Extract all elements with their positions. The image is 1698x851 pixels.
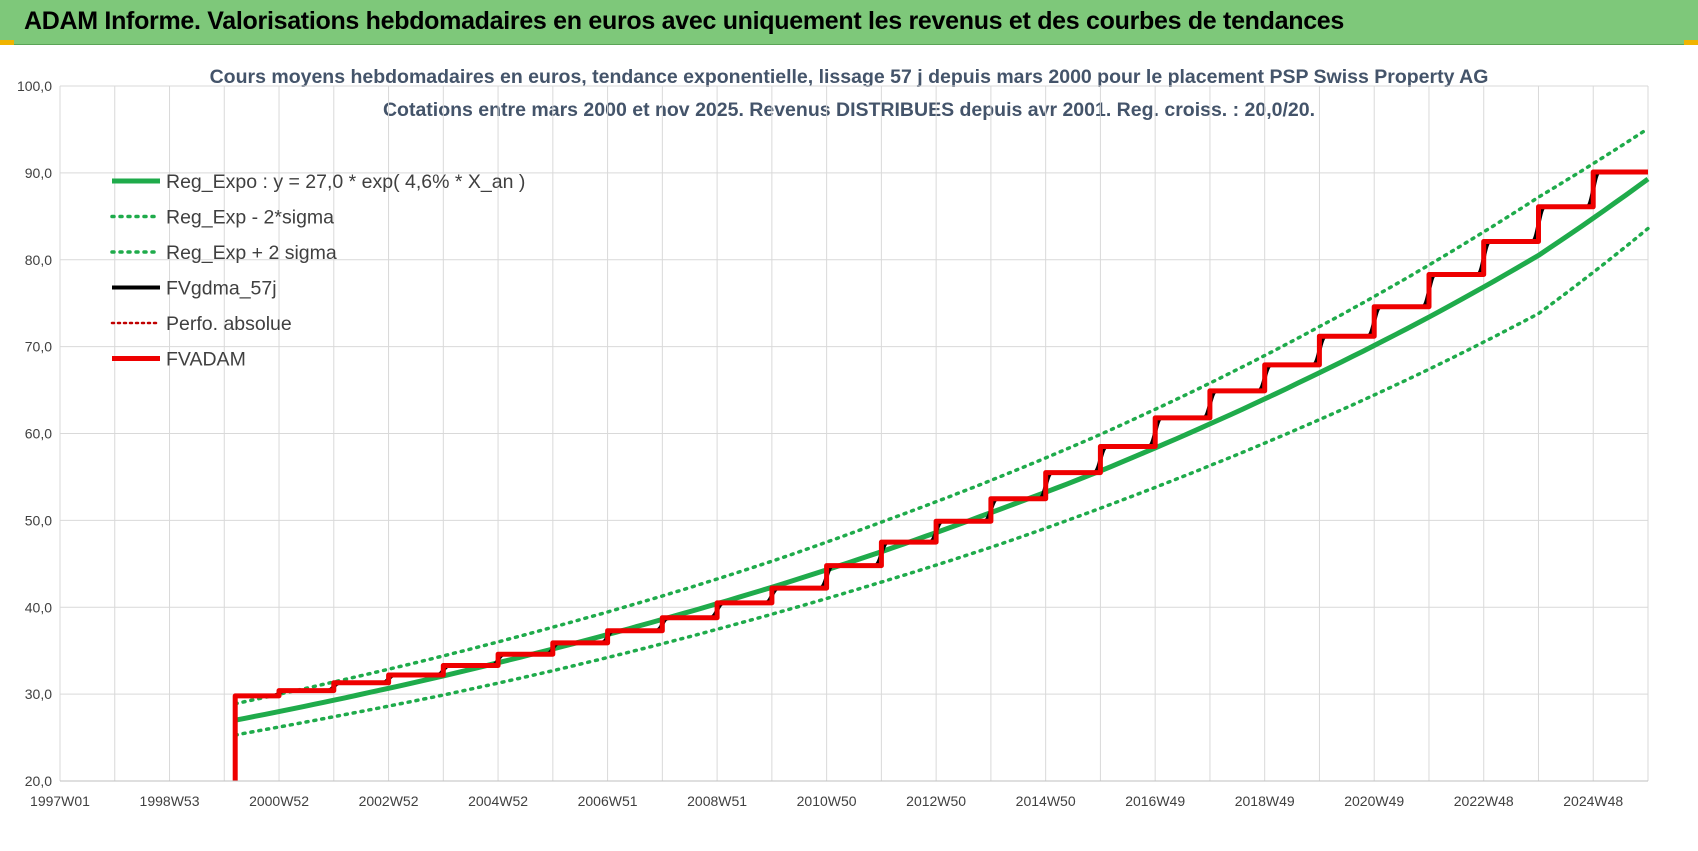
chart-grid xyxy=(59,85,1649,782)
chart-title-line1: Cours moyens hebdomadaires en euros, ten… xyxy=(210,66,1489,88)
chart-legend: Reg_Expo : y = 27,0 * exp( 4,6% * X_an )… xyxy=(110,171,525,371)
x-tick-label: 2006W51 xyxy=(578,793,638,809)
series-reg-exp-plus-2sigma xyxy=(233,126,1650,706)
y-tick-label: 90,0 xyxy=(25,165,52,181)
x-tick-label: 1997W01 xyxy=(30,793,90,809)
chart-title-line2: Cotations entre mars 2000 et nov 2025. R… xyxy=(383,99,1315,121)
x-tick-label: 2008W51 xyxy=(687,793,747,809)
corner-marker-right xyxy=(1684,40,1698,45)
y-tick-label: 70,0 xyxy=(25,339,52,355)
x-tick-label: 2022W48 xyxy=(1454,793,1514,809)
corner-marker-left xyxy=(0,40,14,45)
x-tick-label: 2020W49 xyxy=(1344,793,1404,809)
y-tick-label: 100,0 xyxy=(17,78,52,94)
x-tick-label: 2004W52 xyxy=(468,793,528,809)
legend-label: FVgdma_57j xyxy=(166,278,277,300)
legend-label: Reg_Exp - 2*sigma xyxy=(166,207,334,229)
x-tick-label: 2000W52 xyxy=(249,793,309,809)
legend-label: Reg_Expo : y = 27,0 * exp( 4,6% * X_an ) xyxy=(166,171,525,193)
legend-label: FVADAM xyxy=(166,349,246,371)
x-tick-label: 2016W49 xyxy=(1125,793,1185,809)
legend-label: Perfo. absolue xyxy=(166,313,292,335)
line-chart: Cours moyens hebdomadaires en euros, ten… xyxy=(17,66,1650,809)
x-tick-label: 2002W52 xyxy=(359,793,419,809)
y-tick-label: 40,0 xyxy=(25,599,52,615)
chart-axes: 20,0 30,0 40,0 50,0 60,0 70,0 80,0 90,0 100,0 199… xyxy=(17,78,1648,809)
x-tick-label: 2010W50 xyxy=(797,793,857,809)
report-title: ADAM Informe. Valorisations hebdomadaire… xyxy=(24,7,1345,35)
y-tick-label: 20,0 xyxy=(25,773,52,789)
chart-area: Cours moyens hebdomadaires en euros, ten… xyxy=(0,46,1698,848)
x-tick-label: 2018W49 xyxy=(1235,793,1295,809)
y-tick-label: 30,0 xyxy=(25,686,52,702)
legend-label: Reg_Exp + 2 sigma xyxy=(166,242,337,264)
x-tick-label: 2024W48 xyxy=(1563,793,1623,809)
series-fvadam xyxy=(232,169,1648,781)
series-fvgdma-57j xyxy=(233,170,1648,781)
y-tick-label: 60,0 xyxy=(25,426,52,442)
series-reg-exp-minus-2sigma xyxy=(233,226,1650,737)
x-tick-label: 2012W50 xyxy=(906,793,966,809)
x-tick-label: 2014W50 xyxy=(1016,793,1076,809)
y-tick-label: 80,0 xyxy=(25,252,52,268)
x-tick-label: 1998W53 xyxy=(140,793,200,809)
chart-series xyxy=(232,126,1650,781)
y-tick-label: 50,0 xyxy=(25,512,52,528)
report-header: ADAM Informe. Valorisations hebdomadaire… xyxy=(0,0,1698,45)
